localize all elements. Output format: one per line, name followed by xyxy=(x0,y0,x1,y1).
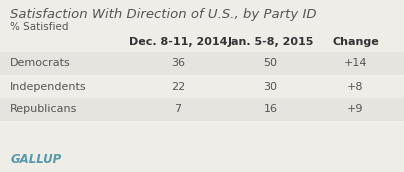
Text: Democrats: Democrats xyxy=(10,58,71,68)
Text: +9: +9 xyxy=(347,105,364,115)
Text: 7: 7 xyxy=(174,105,181,115)
Text: +14: +14 xyxy=(344,58,367,68)
Text: Jan. 5-8, 2015: Jan. 5-8, 2015 xyxy=(227,37,314,47)
Text: Dec. 8-11, 2014: Dec. 8-11, 2014 xyxy=(128,37,227,47)
Text: % Satisfied: % Satisfied xyxy=(10,22,69,32)
Text: Republicans: Republicans xyxy=(10,105,78,115)
Text: 22: 22 xyxy=(170,82,185,92)
Text: GALLUP: GALLUP xyxy=(10,153,61,166)
Text: Change: Change xyxy=(332,37,379,47)
Text: 16: 16 xyxy=(264,105,278,115)
Bar xyxy=(0,52,404,75)
Text: 50: 50 xyxy=(264,58,278,68)
Text: Satisfaction With Direction of U.S., by Party ID: Satisfaction With Direction of U.S., by … xyxy=(10,8,317,21)
Text: +8: +8 xyxy=(347,82,364,92)
Text: 30: 30 xyxy=(264,82,278,92)
Text: 36: 36 xyxy=(171,58,185,68)
Text: Independents: Independents xyxy=(10,82,87,92)
Bar xyxy=(0,98,404,121)
Bar xyxy=(0,75,404,98)
